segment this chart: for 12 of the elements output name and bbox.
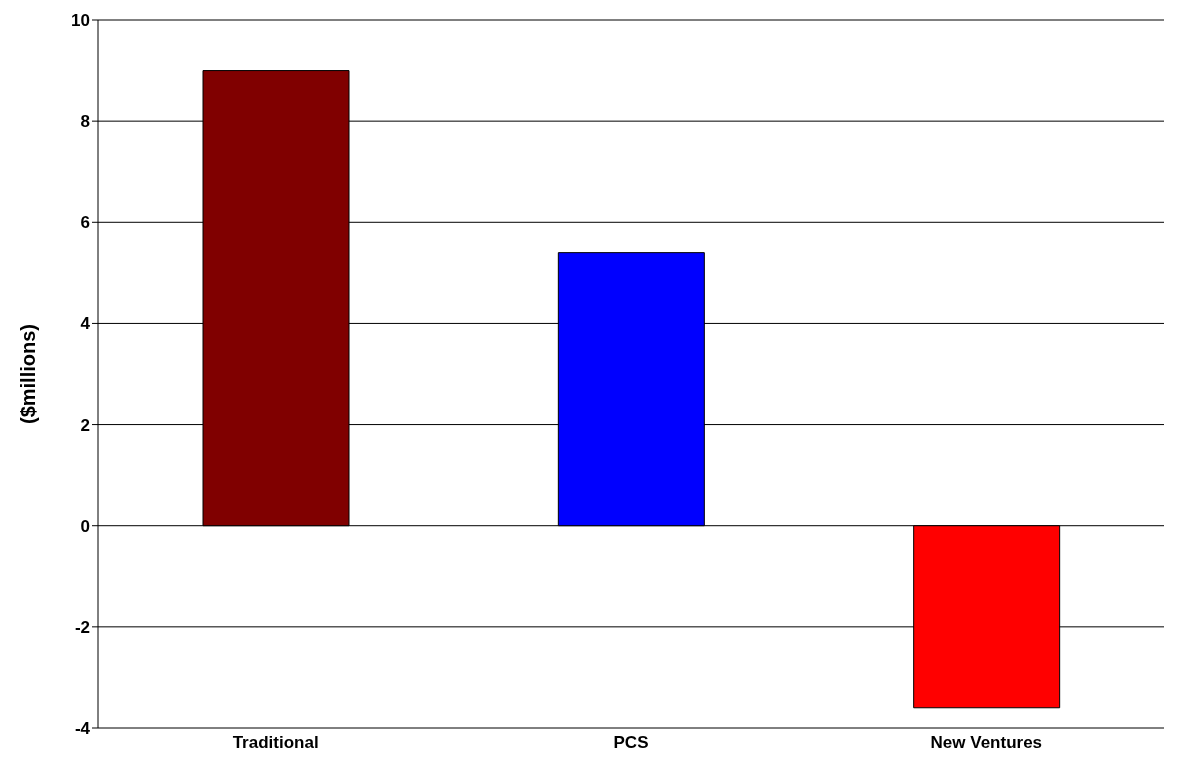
- y-tick-label: 0: [80, 516, 90, 536]
- y-tick-label: 4: [80, 314, 91, 334]
- y-tick-label: 10: [71, 11, 90, 31]
- y-tick-label: 2: [80, 415, 90, 435]
- y-tick-label: -4: [74, 719, 91, 739]
- y-tick-label: -2: [74, 617, 90, 637]
- y-tick-label: 8: [80, 112, 90, 132]
- x-tick-label: Traditional: [232, 733, 319, 753]
- x-tick-label: New Ventures: [930, 733, 1043, 753]
- y-axis-title: ($millions): [17, 323, 40, 425]
- x-tick-label: PCS: [613, 733, 649, 753]
- y-tick-label: 6: [80, 213, 90, 233]
